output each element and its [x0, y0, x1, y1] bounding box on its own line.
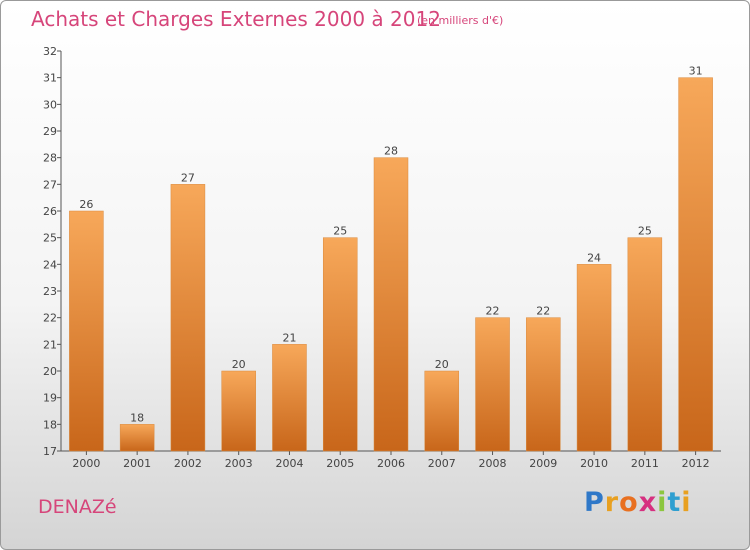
data-label: 25: [638, 225, 652, 238]
bar-2008: [475, 317, 510, 452]
y-tick-label: 28: [43, 152, 57, 165]
data-label: 21: [282, 331, 296, 344]
bar-2006: [373, 157, 409, 452]
chart-labels: 2000 26 2001 18 2002 27 2003 20 2004 21 2005 25 2006…: [72, 65, 709, 470]
x-tick-label: 2009: [529, 457, 557, 470]
x-tick-label: 2010: [580, 457, 608, 470]
bar-2003: [221, 370, 256, 452]
data-label: 22: [536, 305, 550, 318]
x-tick-label: 2008: [479, 457, 507, 470]
y-tick-label: 27: [43, 178, 57, 191]
proxiti-logo: Proxiti: [584, 487, 692, 518]
data-label: 26: [79, 198, 93, 211]
bar-2009: [526, 317, 561, 452]
chart-axes: 17 18 19 20 21 22 23 24 25 26 27 28 29 30 31 32: [43, 45, 721, 458]
y-tick-label: 26: [43, 205, 57, 218]
chart-bars: [69, 77, 713, 452]
y-tick-label: 25: [43, 232, 57, 245]
x-tick-label: 2002: [174, 457, 202, 470]
data-label: 24: [587, 251, 601, 264]
data-label: 18: [130, 411, 144, 424]
data-label: 25: [333, 225, 347, 238]
data-label: 20: [232, 358, 246, 371]
data-label: 27: [181, 171, 195, 184]
bar-2010: [576, 264, 612, 452]
data-label: 31: [689, 65, 703, 78]
x-tick-label: 2007: [428, 457, 456, 470]
bar-2002: [170, 184, 206, 452]
bar-2007: [424, 370, 460, 452]
x-tick-label: 2011: [631, 457, 659, 470]
bar-2001: [119, 424, 155, 452]
y-tick-label: 19: [43, 392, 57, 405]
y-tick-label: 18: [43, 418, 57, 431]
chart-title: Achats et Charges Externes 2000 à 2012: [31, 7, 441, 31]
x-tick-label: 2001: [123, 457, 151, 470]
commune-name: DENAZé: [38, 496, 117, 518]
data-label: 22: [486, 305, 500, 318]
y-tick-label: 32: [43, 45, 57, 58]
bar-2004: [272, 344, 307, 452]
data-label: 20: [435, 358, 449, 371]
chart-subtitle: (en milliers d'€): [417, 14, 504, 27]
x-tick-label: 2000: [72, 457, 100, 470]
bar-2005: [322, 237, 358, 452]
bar-2011: [627, 237, 663, 452]
x-tick-label: 2012: [682, 457, 710, 470]
x-tick-label: 2003: [225, 457, 253, 470]
y-tick-label: 21: [43, 338, 57, 351]
bar-2000: [69, 210, 104, 452]
x-tick-label: 2005: [326, 457, 354, 470]
y-tick-label: 20: [43, 365, 57, 378]
bar-2012: [678, 77, 713, 452]
y-tick-label: 22: [43, 312, 57, 325]
y-tick-label: 30: [43, 98, 57, 111]
x-tick-label: 2006: [377, 457, 405, 470]
y-tick-label: 17: [43, 445, 57, 458]
y-tick-label: 31: [43, 72, 57, 85]
data-label: 28: [384, 145, 398, 158]
y-tick-label: 23: [43, 285, 57, 298]
y-tick-label: 24: [43, 258, 57, 271]
y-tick-label: 29: [43, 125, 57, 138]
x-tick-label: 2004: [275, 457, 303, 470]
